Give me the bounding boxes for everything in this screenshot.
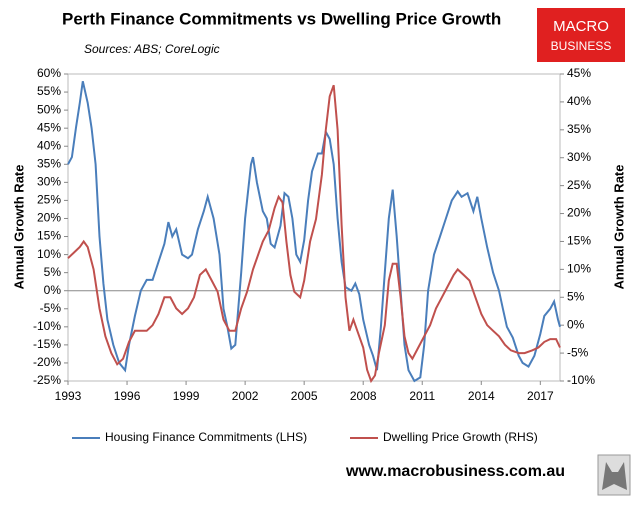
x-tick-label: 1999 <box>173 389 200 403</box>
y2-tick-label: 10% <box>567 262 591 276</box>
y2-axis-label: Annual Growth Rate <box>611 165 626 290</box>
y2-tick-label: -5% <box>567 345 589 359</box>
y-tick-label: -20% <box>33 355 61 369</box>
chart-title: Perth Finance Commitments vs Dwelling Pr… <box>62 9 501 28</box>
y-tick-label: 55% <box>37 84 61 98</box>
x-tick-label: 2014 <box>468 389 495 403</box>
footer: www.macrobusiness.com.au <box>345 463 565 480</box>
series-line <box>67 84 561 384</box>
series-line <box>67 80 561 383</box>
y-tick-label: 10% <box>37 247 61 261</box>
y-tick-label: 50% <box>37 102 61 116</box>
y2-tick-label: 30% <box>567 150 591 164</box>
x-tick-label: 2011 <box>409 389 435 403</box>
y2-tick-label: 20% <box>567 206 591 220</box>
y2-tick-label: 25% <box>567 178 591 192</box>
y-tick-label: 45% <box>37 120 61 134</box>
y-tick-label: 25% <box>37 193 61 207</box>
y-tick-label: -5% <box>40 301 62 315</box>
x-tick-label: 1993 <box>55 389 82 403</box>
y2-tick-label: 45% <box>567 66 591 80</box>
x-tick-label: 2005 <box>291 389 318 403</box>
y-axis-label: Annual Growth Rate <box>11 165 26 290</box>
y-tick-label: 0% <box>44 283 62 297</box>
x-tick-label: 2017 <box>527 389 554 403</box>
y-tick-label: -10% <box>33 319 61 333</box>
logo-text: BUSINESS <box>551 39 612 53</box>
y-tick-label: -15% <box>33 337 61 351</box>
y-tick-label: 60% <box>37 66 61 80</box>
y-tick-label: 35% <box>37 156 61 170</box>
chart-subtitle: Sources: ABS; CoreLogic <box>84 42 220 56</box>
y2-tick-label: 0% <box>567 317 585 331</box>
y2-tick-label: 40% <box>567 94 591 108</box>
x-tick-label: 2008 <box>350 389 377 403</box>
x-tick-label: 1996 <box>114 389 141 403</box>
logo-box <box>537 8 625 62</box>
logo-text: MACRO <box>553 18 609 35</box>
y-tick-label: 40% <box>37 138 61 152</box>
y-tick-label: 15% <box>37 229 61 243</box>
y-tick-label: -25% <box>33 373 61 387</box>
y-tick-label: 5% <box>44 265 62 279</box>
y2-tick-label: 35% <box>567 122 591 136</box>
y-tick-label: 30% <box>37 175 61 189</box>
y2-tick-label: 15% <box>567 234 591 248</box>
wolf-icon <box>597 454 631 496</box>
y2-tick-label: -10% <box>567 373 595 387</box>
y2-tick-label: 5% <box>567 289 585 303</box>
legend-label: Dwelling Price Growth (RHS) <box>383 430 538 444</box>
y-tick-label: 20% <box>37 211 61 225</box>
plot-frame <box>67 73 561 382</box>
legend-label: Housing Finance Commitments (LHS) <box>105 430 307 444</box>
x-tick-label: 2002 <box>232 389 259 403</box>
